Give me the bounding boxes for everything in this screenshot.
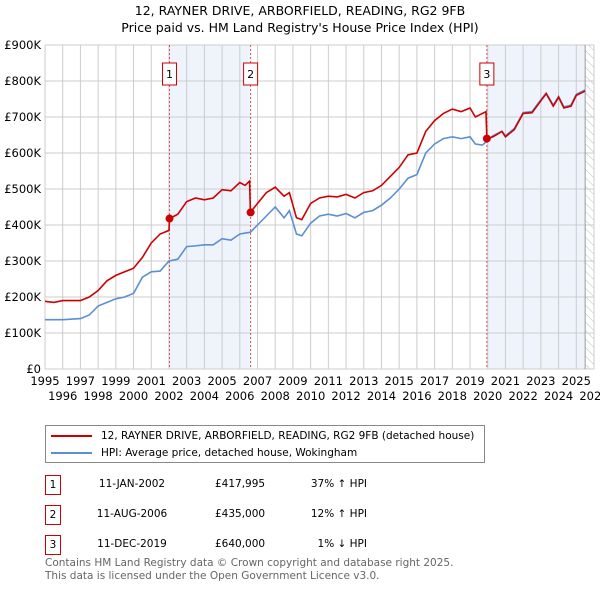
sale-date: 11-DEC-2019 <box>97 538 167 550</box>
x-tick-label: 2026 <box>579 389 600 403</box>
x-tick-label: 2023 <box>526 374 555 388</box>
chart-subtitle: Price paid vs. HM Land Registry's House … <box>121 20 479 35</box>
x-tick-label: 2009 <box>278 374 307 388</box>
sale-label-box <box>243 62 259 86</box>
property-price-line <box>44 90 586 304</box>
x-tick-label: 2019 <box>455 374 484 388</box>
sale-point <box>246 208 255 217</box>
x-tick-label: 1998 <box>83 389 112 403</box>
footer: Contains HM Land Registry data © Crown c… <box>45 557 453 583</box>
sale-label-box <box>161 62 177 86</box>
sale-marker-box: 3 <box>45 535 61 555</box>
footer-line: This data is licensed under the Open Gov… <box>45 570 380 582</box>
sale-marker-box: 1 <box>45 475 61 495</box>
x-tick-label: 2012 <box>331 389 360 403</box>
x-tick-label: 2003 <box>172 374 201 388</box>
sale-label: 3 <box>483 68 490 81</box>
y-tick-label: £300K <box>4 254 41 268</box>
y-tick-label: £200K <box>4 290 41 304</box>
y-tick-label: £0 <box>26 362 41 376</box>
sale-point <box>165 214 174 223</box>
x-tick-label: 2021 <box>491 374 520 388</box>
y-tick-label: £600K <box>4 146 41 160</box>
x-tick-label: 2015 <box>385 374 414 388</box>
sale-period-shade <box>169 45 251 369</box>
sale-price: £435,000 <box>215 508 266 520</box>
legend-item-property: 12, RAYNER DRIVE, ARBORFIELD, READING, R… <box>46 428 484 444</box>
sale-row: 2 11-AUG-2006 £435,000 12% ↑ HPI <box>45 505 445 525</box>
legend-label-property: 12, RAYNER DRIVE, ARBORFIELD, READING, R… <box>101 430 475 442</box>
legend-swatch-property <box>51 435 92 437</box>
footer-line: Contains HM Land Registry data © Crown c… <box>45 557 454 569</box>
x-tick-label: 2022 <box>509 389 538 403</box>
x-tick-label: 2006 <box>225 389 254 403</box>
x-tick-label: 1995 <box>30 374 59 388</box>
sale-label-box <box>479 62 495 86</box>
legend-item-hpi: HPI: Average price, detached house, Woki… <box>46 445 484 461</box>
chart-title: 12, RAYNER DRIVE, ARBORFIELD, READING, R… <box>134 3 466 18</box>
x-tick-label: 2001 <box>137 374 166 388</box>
y-tick-label: £700K <box>4 110 41 124</box>
sale-point <box>482 134 491 143</box>
chart-plot: 1995199619971998199920002001200220032004… <box>4 38 600 403</box>
x-tick-label: 1996 <box>48 389 77 403</box>
x-tick-label: 2004 <box>190 389 219 403</box>
y-tick-label: £500K <box>4 182 41 196</box>
x-tick-label: 2010 <box>296 389 325 403</box>
sale-marker-box: 2 <box>45 505 61 525</box>
sale-label: 1 <box>166 68 173 81</box>
sale-label: 2 <box>247 68 254 81</box>
x-tick-label: 2007 <box>243 374 272 388</box>
x-tick-label: 1997 <box>66 374 95 388</box>
hpi-line <box>45 89 586 321</box>
sale-period-shade <box>486 45 586 369</box>
x-tick-label: 2016 <box>402 389 431 403</box>
sale-hpi-diff: 12% ↑ HPI <box>310 508 367 520</box>
x-tick-label: 2005 <box>207 374 236 388</box>
x-tick-label: 2024 <box>544 389 573 403</box>
sale-date: 11-JAN-2002 <box>98 478 166 490</box>
x-tick-label: 2011 <box>314 374 343 388</box>
sale-price: £640,000 <box>215 538 266 550</box>
x-tick-label: 2008 <box>261 389 290 403</box>
legend-swatch-hpi <box>51 452 92 454</box>
y-tick-label: £100K <box>4 326 41 340</box>
y-tick-label: £900K <box>4 38 41 52</box>
y-tick-label: £400K <box>4 218 41 232</box>
x-tick-label: 2018 <box>438 389 467 403</box>
sale-hpi-diff: 37% ↑ HPI <box>310 478 367 490</box>
x-tick-label: 2002 <box>154 389 183 403</box>
x-tick-label: 2013 <box>349 374 378 388</box>
forecast-hatch <box>585 45 594 369</box>
sale-row: 3 11-DEC-2019 £640,000 1% ↓ HPI <box>45 535 445 555</box>
x-tick-label: 2020 <box>473 389 502 403</box>
x-tick-label: 2017 <box>420 374 449 388</box>
x-tick-label: 2014 <box>367 389 396 403</box>
sale-hpi-diff: 1% ↓ HPI <box>317 538 367 550</box>
legend: 12, RAYNER DRIVE, ARBORFIELD, READING, R… <box>45 425 485 463</box>
sale-date: 11-AUG-2006 <box>96 508 168 520</box>
sale-row: 1 11-JAN-2002 £417,995 37% ↑ HPI <box>45 475 445 495</box>
y-tick-label: £800K <box>4 74 41 88</box>
legend-label-hpi: HPI: Average price, detached house, Woki… <box>101 447 358 459</box>
x-tick-label: 2000 <box>119 389 148 403</box>
x-tick-label: 1999 <box>101 374 130 388</box>
x-tick-label: 2025 <box>562 374 591 388</box>
sale-price: £417,995 <box>215 478 266 490</box>
